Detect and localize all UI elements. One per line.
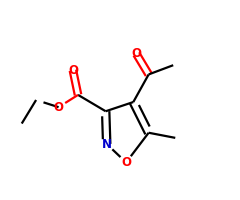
Text: O: O <box>131 47 141 60</box>
Text: N: N <box>102 138 112 151</box>
Text: O: O <box>54 101 64 114</box>
Text: O: O <box>68 64 78 77</box>
Text: O: O <box>121 156 131 169</box>
